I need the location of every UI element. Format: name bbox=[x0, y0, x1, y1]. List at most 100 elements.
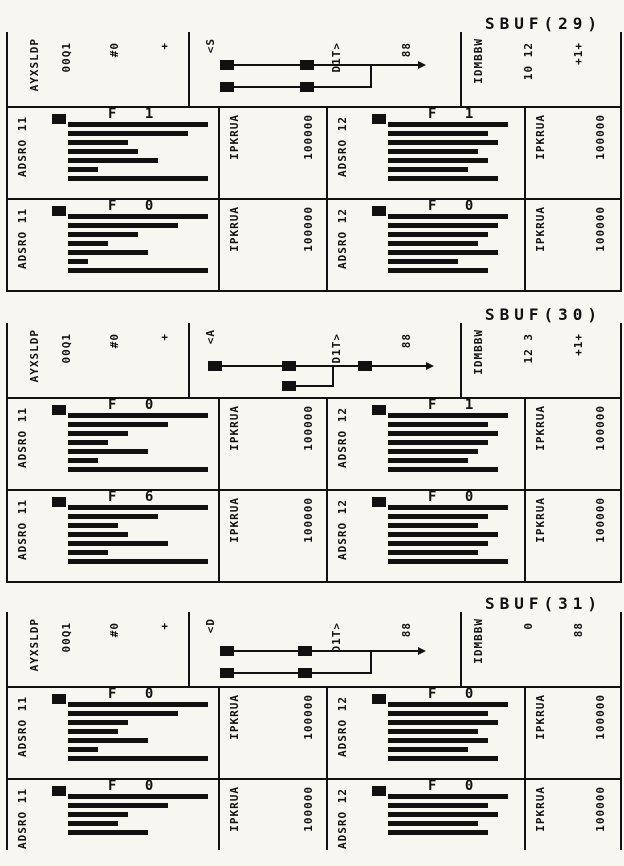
register-tag bbox=[52, 786, 66, 796]
f-value: F 0 bbox=[428, 778, 484, 794]
wire-node bbox=[220, 82, 234, 92]
header-col-h: IDMBBW bbox=[472, 38, 485, 84]
header-col-j: +1+ bbox=[572, 42, 585, 65]
f-value: F 1 bbox=[428, 106, 484, 122]
register-cell: ADSRO 12 F 0 IPKRUA 100000 bbox=[328, 686, 618, 778]
header-col-g: 88 bbox=[400, 622, 413, 638]
register-tag bbox=[52, 497, 66, 507]
value-bars bbox=[68, 122, 218, 185]
register-tag bbox=[372, 786, 386, 796]
register-row: ADSRO 11 F 0 IPKRUA 100000 ADSRO 12 F 0 … bbox=[8, 198, 620, 292]
flag-labels: IPKRUA bbox=[228, 497, 241, 543]
header-col-b: 00Q1 bbox=[60, 333, 73, 364]
flag-labels: IPKRUA bbox=[228, 405, 241, 451]
value-bars bbox=[388, 794, 518, 839]
signal-wire bbox=[230, 64, 420, 66]
block-title: SBUF(31) bbox=[484, 594, 602, 613]
header-col-e: <S bbox=[204, 38, 217, 54]
block-title: SBUF(29) bbox=[484, 14, 602, 33]
header-col-j: 88 bbox=[572, 622, 585, 638]
header-col-b: 00Q1 bbox=[60, 42, 73, 73]
header-col-e: <D bbox=[204, 618, 217, 634]
register-label: ADSRO 11 bbox=[16, 208, 29, 269]
register-cell: ADSRO 11 F 0 IPKRUA 100000 bbox=[8, 198, 328, 290]
flag-digits: 100000 bbox=[302, 786, 315, 832]
header-col-a: AYXSLDP bbox=[28, 329, 41, 383]
header-col-c: #0 bbox=[108, 333, 121, 349]
flag-labels: IPKRUA bbox=[534, 786, 547, 832]
f-value: F 0 bbox=[428, 489, 484, 505]
value-bars bbox=[388, 702, 518, 765]
register-cell: ADSRO 11 F 0 IPKRUA 100000 bbox=[8, 686, 328, 778]
f-value: F 1 bbox=[108, 106, 164, 122]
header-right-section: IDMBBW 10 12 +1+ bbox=[462, 32, 616, 106]
value-bars bbox=[68, 702, 218, 765]
signal-wire bbox=[370, 64, 372, 88]
flag-labels: IPKRUA bbox=[534, 114, 547, 160]
flag-digits: 100000 bbox=[302, 694, 315, 740]
flag-labels: IPKRUA bbox=[228, 694, 241, 740]
header-col-d: + bbox=[158, 42, 171, 50]
signal-wire bbox=[370, 650, 372, 674]
register-tag bbox=[372, 405, 386, 415]
signal-wire bbox=[230, 672, 370, 674]
header-left-section: AYXSLDP 00Q1 #0 + bbox=[8, 32, 190, 106]
signal-wire bbox=[332, 365, 334, 387]
header-col-g: 88 bbox=[400, 42, 413, 58]
wire-node bbox=[220, 646, 234, 656]
value-bars bbox=[388, 413, 518, 476]
register-cell: ADSRO 12 F 0 IPKRUA 100000 bbox=[328, 489, 618, 581]
header-col-c: #0 bbox=[108, 42, 121, 58]
register-label: ADSRO 12 bbox=[336, 407, 349, 468]
header-col-j: +1+ bbox=[572, 333, 585, 356]
f-value: F 0 bbox=[108, 686, 164, 702]
flag-labels: IPKRUA bbox=[534, 206, 547, 252]
header-wire-section: <S D1T> 88 bbox=[190, 32, 462, 106]
header-wire-section: <D D1T> 88 bbox=[190, 612, 462, 686]
header-col-c: #0 bbox=[108, 622, 121, 638]
flag-digits: 100000 bbox=[594, 114, 607, 160]
f-value: F 0 bbox=[428, 686, 484, 702]
register-cell: ADSRO 11 F 0 IPKRUA 100000 bbox=[8, 397, 328, 489]
register-cell: ADSRO 11 F 1 IPKRUA 100000 bbox=[8, 106, 328, 198]
flag-digits: 100000 bbox=[594, 786, 607, 832]
register-row: ADSRO 11 F 0 IPKRUA 100000 ADSRO 12 F 1 … bbox=[8, 397, 620, 491]
signal-wire bbox=[292, 385, 332, 387]
register-label: ADSRO 12 bbox=[336, 208, 349, 269]
register-row: ADSRO 11 F 0 IPKRUA 100000 ADSRO 12 F 0 … bbox=[8, 778, 620, 850]
register-tag bbox=[372, 497, 386, 507]
register-label: ADSRO 12 bbox=[336, 116, 349, 177]
register-label: ADSRO 11 bbox=[16, 696, 29, 757]
header-col-a: AYXSLDP bbox=[28, 38, 41, 92]
register-row: ADSRO 11 F 1 IPKRUA 100000 ADSRO 12 F 1 … bbox=[8, 106, 620, 200]
flag-labels: IPKRUA bbox=[228, 206, 241, 252]
wire-node bbox=[282, 381, 296, 391]
register-label: ADSRO 11 bbox=[16, 788, 29, 849]
arrow-right-icon bbox=[426, 362, 434, 370]
flag-labels: IPKRUA bbox=[534, 694, 547, 740]
register-cell: ADSRO 12 F 0 IPKRUA 100000 bbox=[328, 198, 618, 290]
value-bars bbox=[68, 505, 218, 568]
register-label: ADSRO 11 bbox=[16, 407, 29, 468]
register-tag bbox=[52, 694, 66, 704]
header-col-g: 88 bbox=[400, 333, 413, 349]
flag-digits: 100000 bbox=[594, 694, 607, 740]
f-value: F 1 bbox=[428, 397, 484, 413]
header-col-a: AYXSLDP bbox=[28, 618, 41, 672]
arrow-right-icon bbox=[418, 61, 426, 69]
header-col-d: + bbox=[158, 622, 171, 630]
register-cell: ADSRO 12 F 1 IPKRUA 100000 bbox=[328, 106, 618, 198]
flag-digits: 100000 bbox=[594, 497, 607, 543]
register-label: ADSRO 11 bbox=[16, 116, 29, 177]
value-bars bbox=[388, 122, 518, 185]
wire-node bbox=[220, 668, 234, 678]
block-header: AYXSLDP 00Q1 #0 + <A D1T> 88 bbox=[8, 323, 620, 399]
flag-digits: 100000 bbox=[302, 114, 315, 160]
register-cell: ADSRO 11 F 6 IPKRUA 100000 bbox=[8, 489, 328, 581]
header-left-section: AYXSLDP 00Q1 #0 + bbox=[8, 323, 190, 397]
flag-labels: IPKRUA bbox=[534, 405, 547, 451]
header-col-i: 10 12 bbox=[522, 42, 535, 81]
flag-digits: 100000 bbox=[594, 206, 607, 252]
register-tag bbox=[52, 114, 66, 124]
flag-labels: IPKRUA bbox=[534, 497, 547, 543]
